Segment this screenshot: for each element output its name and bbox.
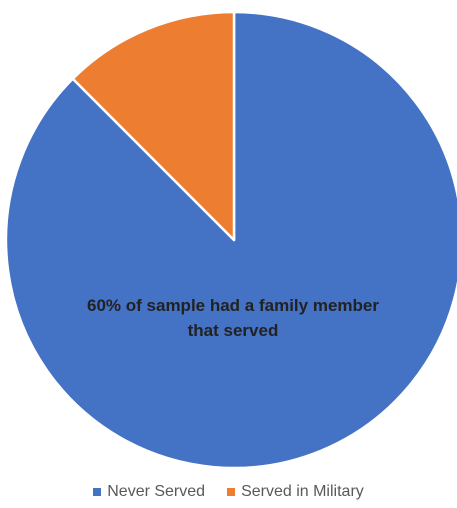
legend: Never Served Served in Military [0, 483, 457, 501]
legend-item-never-served: Never Served [93, 483, 205, 501]
pie-slice-served-in-military [71, 10, 236, 242]
legend-swatch-served-in-military [227, 488, 236, 496]
pie-plot-area [4, 10, 457, 470]
chart-annotation: 60% of sample had a family member that s… [87, 296, 379, 340]
legend-item-served-in-military: Served in Military [227, 483, 364, 501]
legend-label-served-in-military: Served in Military [241, 483, 364, 500]
legend-label-never-served: Never Served [107, 483, 206, 500]
legend-swatch-never-served [93, 488, 102, 496]
